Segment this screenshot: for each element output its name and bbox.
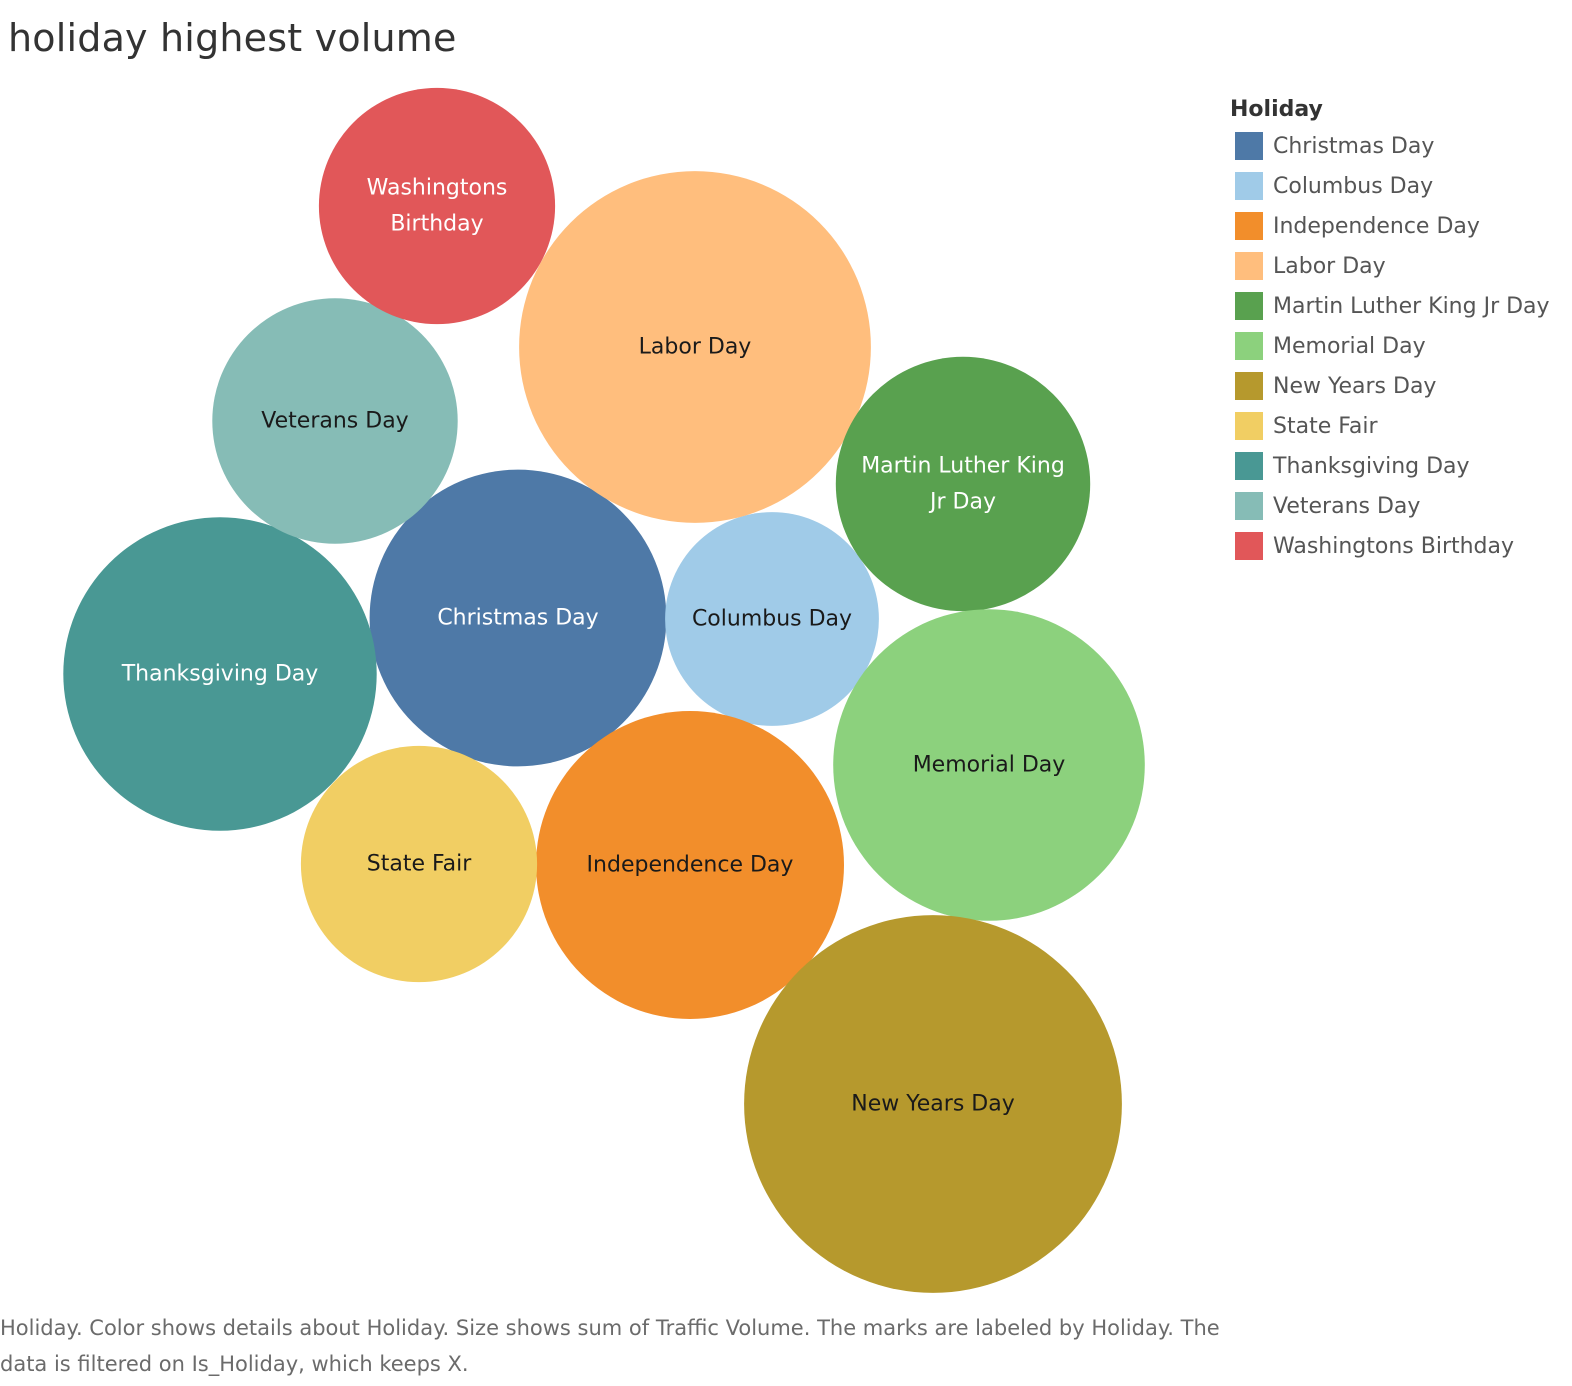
bubble-label-christmas-day: Christmas Day: [437, 606, 598, 631]
legend-item-new-years-day[interactable]: New Years Day: [1230, 366, 1550, 406]
bubble-label-labor-day: Labor Day: [639, 335, 752, 360]
legend-swatch-veterans-day: [1235, 492, 1263, 520]
legend-label-veterans-day: Veterans Day: [1273, 493, 1421, 519]
legend-label-columbus-day: Columbus Day: [1273, 173, 1434, 199]
bubble-label-independence-day: Independence Day: [587, 853, 794, 878]
legend-swatch-columbus-day: [1235, 172, 1263, 200]
legend-label-martin-luther-king-jr-day: Martin Luther King Jr Day: [1273, 293, 1550, 319]
bubble-columbus-day[interactable]: Columbus Day: [665, 512, 879, 726]
bubble-label-washingtons-birthday-line-2: Birthday: [390, 212, 483, 237]
legend-label-independence-day: Independence Day: [1273, 213, 1480, 239]
bubble-circle-martin-luther-king-jr-day[interactable]: [835, 356, 1091, 612]
legend-swatch-memorial-day: [1235, 332, 1263, 360]
bubble-label-veterans-day: Veterans Day: [261, 409, 408, 434]
legend-swatch-martin-luther-king-jr-day: [1235, 292, 1263, 320]
bubble-label-thanksgiving-day: Thanksgiving Day: [121, 662, 319, 687]
legend-swatch-christmas-day: [1235, 132, 1263, 160]
bubble-circle-columbus-day[interactable]: [665, 512, 879, 726]
legend-swatch-thanksgiving-day: [1235, 452, 1263, 480]
legend-label-thanksgiving-day: Thanksgiving Day: [1273, 453, 1470, 479]
bubble-christmas-day[interactable]: Christmas Day: [369, 469, 667, 767]
legend-label-christmas-day: Christmas Day: [1273, 133, 1435, 159]
bubble-memorial-day[interactable]: Memorial Day: [833, 609, 1145, 921]
bubble-circle-thanksgiving-day[interactable]: [63, 517, 377, 831]
legend-item-labor-day[interactable]: Labor Day: [1230, 246, 1550, 286]
bubble-independence-day[interactable]: Independence Day: [536, 711, 844, 1019]
chart-caption: Holiday. Color shows details about Holid…: [0, 1316, 1220, 1376]
legend-label-state-fair: State Fair: [1273, 413, 1378, 439]
legend-item-martin-luther-king-jr-day[interactable]: Martin Luther King Jr Day: [1230, 286, 1550, 326]
legend-item-christmas-day[interactable]: Christmas Day: [1230, 126, 1550, 166]
bubble-label-martin-luther-king-jr-day-line-2: Jr Day: [928, 490, 996, 515]
bubble-label-washingtons-birthday-line-1: Washingtons: [367, 176, 508, 201]
bubble-circle-new-years-day[interactable]: [744, 915, 1122, 1293]
legend-swatch-washingtons-birthday: [1235, 532, 1263, 560]
bubble-label-martin-luther-king-jr-day-line-1: Martin Luther King: [861, 454, 1065, 479]
legend-item-memorial-day[interactable]: Memorial Day: [1230, 326, 1550, 366]
bubble-circle-memorial-day[interactable]: [833, 609, 1145, 921]
bubble-labor-day[interactable]: Labor Day: [519, 171, 871, 523]
legend-swatch-state-fair: [1235, 412, 1263, 440]
bubble-chart: Christmas Day Columbus Day Independence Da…: [63, 87, 1145, 1293]
bubble-new-years-day[interactable]: New Years Day: [744, 915, 1122, 1293]
legend-label-memorial-day: Memorial Day: [1273, 333, 1426, 359]
legend-item-thanksgiving-day[interactable]: Thanksgiving Day: [1230, 446, 1550, 486]
bubble-circle-christmas-day[interactable]: [369, 469, 667, 767]
legend-label-new-years-day: New Years Day: [1273, 373, 1437, 399]
legend-item-columbus-day[interactable]: Columbus Day: [1230, 166, 1550, 206]
legend-item-independence-day[interactable]: Independence Day: [1230, 206, 1550, 246]
legend-title: Holiday: [1230, 97, 1323, 122]
bubble-washingtons-birthday[interactable]: Washingtons Birthday: [318, 87, 556, 325]
legend-swatch-independence-day: [1235, 212, 1263, 240]
legend-swatch-new-years-day: [1235, 372, 1263, 400]
bubble-state-fair[interactable]: State Fair: [300, 745, 538, 983]
bubble-circle-state-fair[interactable]: [300, 745, 538, 983]
chart-title: holiday highest volume: [8, 16, 457, 60]
bubble-circle-veterans-day[interactable]: [212, 298, 458, 544]
bubble-veterans-day[interactable]: Veterans Day: [212, 298, 458, 544]
bubble-circle-washingtons-birthday[interactable]: [318, 87, 556, 325]
bubble-circle-independence-day[interactable]: [536, 711, 844, 1019]
bubble-label-new-years-day: New Years Day: [851, 1092, 1014, 1117]
bubble-label-memorial-day: Memorial Day: [913, 753, 1066, 778]
bubble-thanksgiving-day[interactable]: Thanksgiving Day: [63, 517, 377, 831]
legend-label-washingtons-birthday: Washingtons Birthday: [1273, 533, 1515, 559]
bubble-label-state-fair: State Fair: [367, 852, 472, 877]
legend-item-state-fair[interactable]: State Fair: [1230, 406, 1550, 446]
legend-item-washingtons-birthday[interactable]: Washingtons Birthday: [1230, 526, 1550, 566]
bubble-circle-labor-day[interactable]: [519, 171, 871, 523]
bubble-martin-luther-king-jr-day[interactable]: Martin Luther King Jr Day: [835, 356, 1091, 612]
legend-swatch-labor-day: [1235, 252, 1263, 280]
legend: Holiday Christmas Day Columbus Day Indepen…: [1230, 94, 1550, 566]
bubble-label-columbus-day: Columbus Day: [692, 607, 852, 632]
legend-label-labor-day: Labor Day: [1273, 253, 1386, 279]
legend-item-veterans-day[interactable]: Veterans Day: [1230, 486, 1550, 526]
